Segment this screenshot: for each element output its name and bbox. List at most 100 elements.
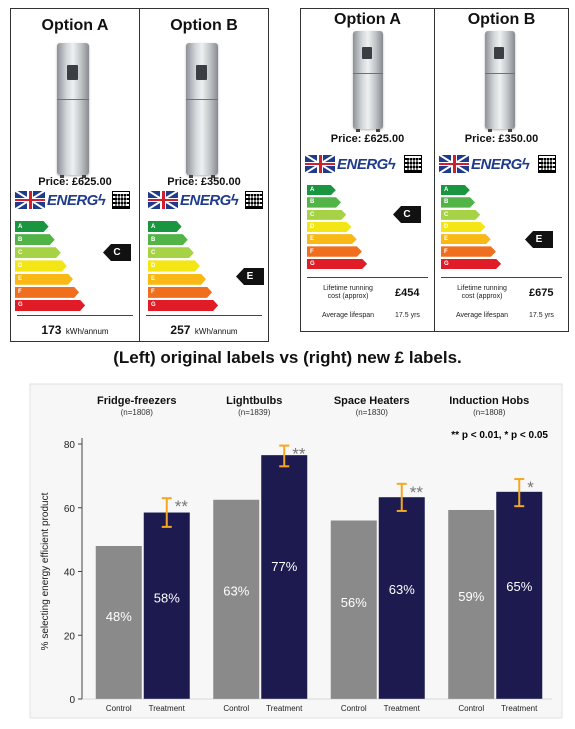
energy-label-header: ENERG ϟ (15, 191, 130, 209)
energy-logo-text: ENERG (471, 155, 522, 173)
y-tick-label: 60 (64, 504, 76, 515)
figure-caption: (Left) original labels vs (right) new £ … (113, 348, 462, 367)
option-title: Option A (334, 11, 401, 28)
uk-flag-icon (15, 191, 45, 209)
uk-flag-icon (148, 191, 178, 209)
group-sample-size: (n=1808) (473, 408, 506, 417)
energy-class-bar-b: B (307, 197, 341, 207)
energy-label-header: ENERG ϟ (305, 155, 422, 173)
price-label: Price: £625.00 (330, 133, 405, 145)
energy-class-bar-e: E (15, 274, 73, 285)
option-title: Option B (170, 17, 238, 34)
control-bar (95, 546, 142, 699)
divider-line (441, 277, 562, 278)
energy-class-bar-d: D (148, 260, 200, 271)
energy-class-bar-e: E (307, 234, 357, 244)
group-title: Space Heaters (334, 395, 410, 407)
energy-class-bar-g: G (15, 300, 85, 311)
divider-line (307, 277, 428, 278)
annual-consumption: 173 kWh/annum (41, 323, 109, 337)
energy-class-bar-g: G (148, 300, 218, 311)
energy-class-bar-c: C (307, 210, 346, 220)
treatment-bar (378, 497, 425, 699)
x-label-control: Control (341, 704, 367, 713)
lifespan-label: Average lifespan (455, 312, 509, 319)
energy-bolt-icon: ϟ (521, 155, 530, 173)
energy-class-bar-b: B (441, 197, 475, 207)
treatment-bar (496, 491, 543, 699)
energy-class-bar-a: A (15, 221, 49, 232)
lifespan-row: Average lifespan 17.5 yrs (307, 312, 429, 320)
energy-class-bar-f: F (15, 287, 79, 298)
qr-code-icon (244, 191, 263, 209)
energy-class-bar-a: A (148, 221, 182, 232)
energy-class-bar-g: G (307, 259, 367, 269)
fridge-freezer-image (57, 43, 89, 178)
annual-consumption: 257 kWh/annum (170, 323, 238, 337)
group-title: Fridge-freezers (97, 395, 176, 407)
running-cost-value: £454 (395, 287, 420, 300)
divider-line (146, 315, 262, 316)
price-label: Price: £350.00 (464, 133, 539, 145)
energy-bolt-icon: ϟ (387, 155, 396, 173)
energy-rating-arrow: C (103, 244, 131, 261)
energy-class-bar-a: A (307, 185, 336, 195)
running-cost-label: Lifetime running cost (approx) (323, 285, 373, 301)
x-label-treatment: Treatment (384, 704, 421, 713)
treatment-bar (261, 455, 308, 699)
fridge-freezer-image (186, 43, 218, 178)
lifespan-value: 17.5 yrs (395, 312, 420, 319)
qr-code-icon (537, 155, 556, 173)
group-sample-size: (n=1830) (356, 408, 389, 417)
option-title: Option A (41, 17, 109, 34)
energy-class-bar-f: F (148, 287, 212, 298)
running-cost-row: Lifetime running cost (approx) £675 (441, 285, 563, 301)
y-tick-label: 0 (69, 695, 75, 706)
control-bar (213, 499, 260, 699)
energy-bolt-icon: ϟ (230, 191, 239, 209)
lifespan-value: 17.5 yrs (529, 312, 554, 319)
group-sample-size: (n=1839) (238, 408, 271, 417)
x-label-control: Control (106, 704, 132, 713)
lifespan-row: Average lifespan 17.5 yrs (441, 312, 563, 320)
control-bar (330, 520, 377, 699)
lifespan-label: Average lifespan (321, 312, 375, 319)
energy-label-header: ENERG ϟ (148, 191, 263, 209)
energy-class-bar-e: E (441, 234, 491, 244)
panel-divider (139, 9, 140, 341)
energy-rating-arrow: E (525, 231, 553, 248)
treatment-value-label: 77% (271, 559, 297, 574)
significance-stars: * (527, 478, 534, 497)
energy-class-bar-f: F (441, 246, 496, 256)
fridge-freezer-image (485, 31, 515, 132)
y-tick-label: 40 (64, 568, 76, 579)
significance-stars: ** (410, 483, 424, 502)
x-label-treatment: Treatment (149, 704, 186, 713)
energy-class-bar-a: A (441, 185, 470, 195)
energy-class-bar-c: C (441, 210, 480, 220)
control-value-label: 48% (106, 609, 132, 624)
significance-note: ** p < 0.01, * p < 0.05 (451, 430, 548, 441)
energy-class-bar-c: C (15, 247, 61, 258)
fridge-freezer-image (353, 31, 383, 132)
energy-efficiency-bar-chart: 0 20 40 60 80 % selecting energy efficient pr… (29, 383, 563, 719)
treatment-value-label: 58% (154, 590, 180, 605)
energy-logo-text: ENERG (337, 155, 388, 173)
x-label-treatment: Treatment (266, 704, 303, 713)
energy-class-bar-e: E (148, 274, 206, 285)
group-sample-size: (n=1808) (121, 408, 154, 417)
y-axis-label: % selecting energy efficient product (40, 492, 51, 650)
energy-logo-text: ENERG (47, 191, 98, 209)
x-label-control: Control (458, 704, 484, 713)
energy-rating-arrow: E (236, 268, 264, 285)
control-value-label: 56% (341, 595, 367, 610)
energy-logo-text: ENERG (180, 191, 231, 209)
uk-flag-icon (439, 155, 469, 173)
